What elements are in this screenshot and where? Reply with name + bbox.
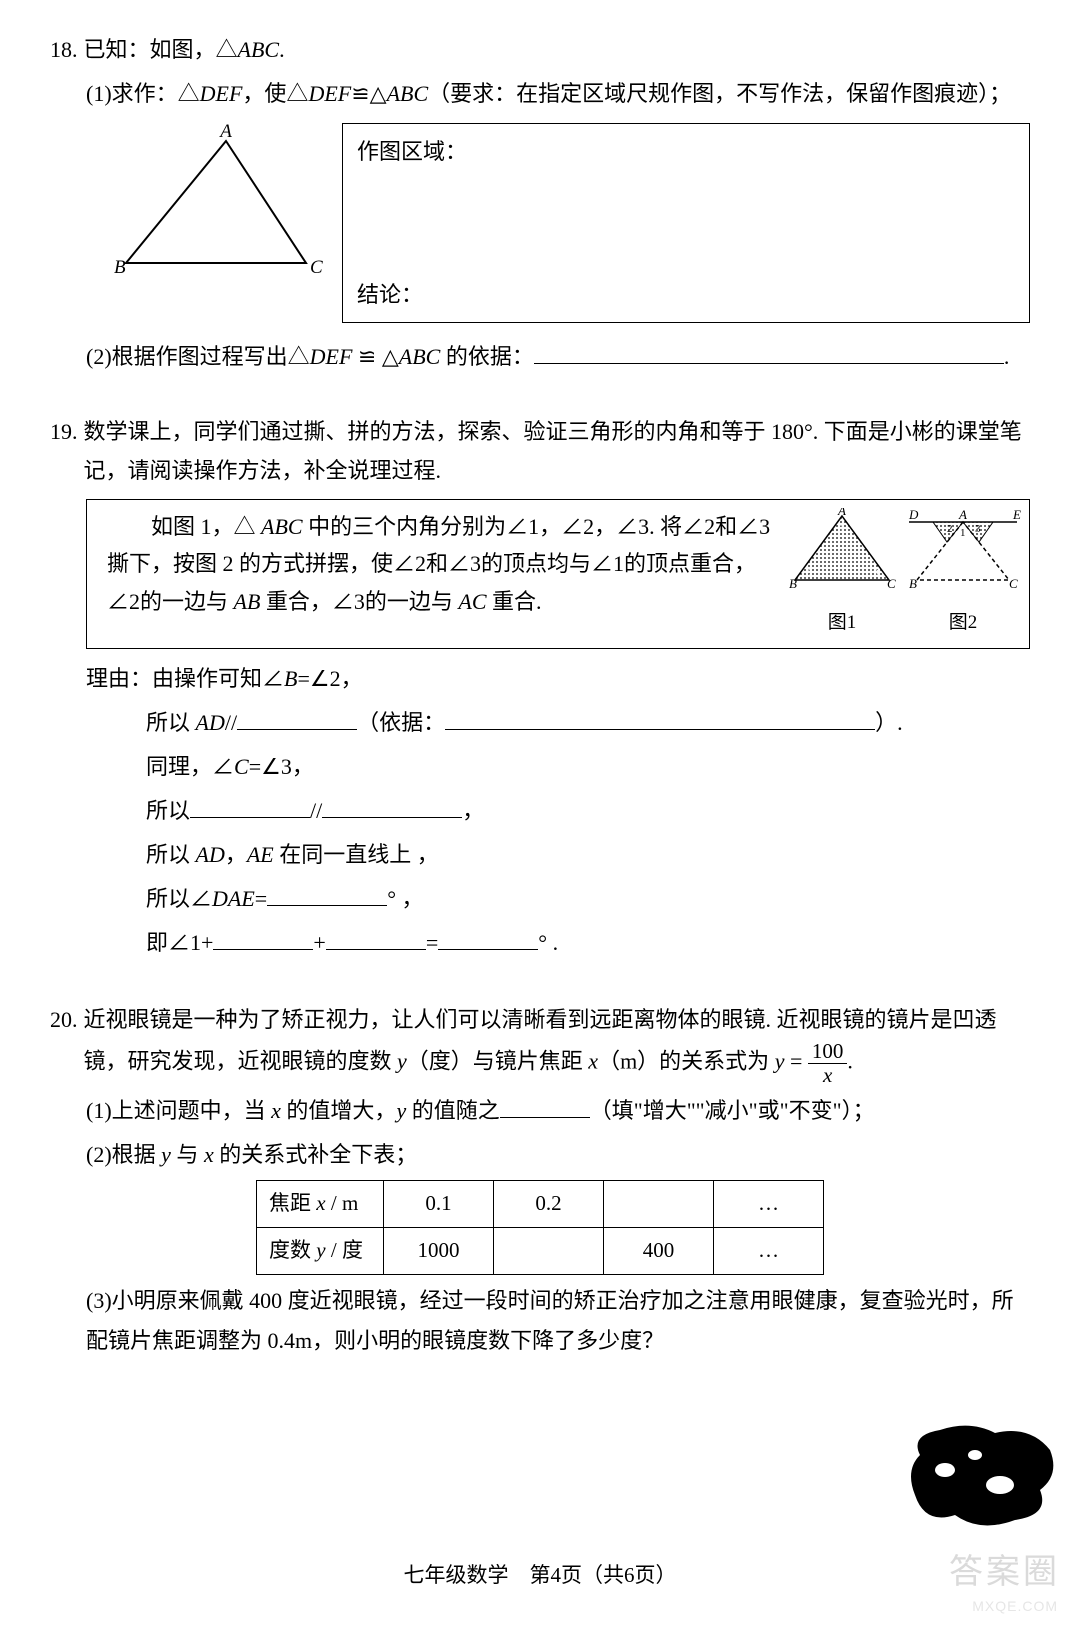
blank-l7-3[interactable] — [438, 949, 538, 950]
td-v1: 1000 — [383, 1228, 493, 1275]
svg-text:A: A — [958, 508, 967, 522]
reason-line-7: 即∠1++=° . — [86, 921, 1030, 965]
reason-line-6: 所以∠DAE=° ， — [86, 877, 1030, 921]
inkblot-decoration — [900, 1415, 1060, 1535]
svg-text:1: 1 — [960, 527, 966, 539]
svg-text:2: 2 — [807, 566, 813, 580]
problem-number: 20. — [50, 1000, 78, 1040]
th-v3[interactable] — [603, 1181, 713, 1228]
th-v1: 0.1 — [383, 1181, 493, 1228]
th-focal: 焦距 x / m — [257, 1181, 384, 1228]
figure-1-label: 图1 — [787, 606, 897, 640]
svg-text:2: 2 — [947, 523, 953, 535]
problem-20-intro: 近视眼镜是一种为了矫正视力，让人们可以清晰看到远距离物体的眼镜. 近视眼镜的镜片… — [84, 1000, 1031, 1087]
vertex-C: C — [310, 257, 323, 278]
problem-20-part3: (3)小明原来佩戴 400 度近视眼镜，经过一段时间的矫正治疗加之注意用眼健康，… — [50, 1281, 1030, 1360]
problem-19-header: 19. 数学课上，同学们通过撕、拼的方法，探索、验证三角形的内角和等于 180°… — [50, 412, 1030, 491]
svg-text:D: D — [908, 508, 919, 522]
blank-l4-2[interactable] — [322, 817, 462, 818]
triangle-abc-figure: A B C — [106, 123, 326, 283]
figure-1: A B C 1 2 3 — [787, 508, 897, 594]
reason-line-4: 所以//， — [86, 789, 1030, 833]
vertex-A: A — [218, 123, 232, 142]
td-degree: 度数 y / 度 — [257, 1228, 384, 1275]
blank-l7-2[interactable] — [326, 949, 426, 950]
reason-line-5: 所以 AD，AE 在同一直线上 ， — [86, 833, 1030, 877]
page-footer: 七年级数学 第4页（共6页） — [0, 1557, 1080, 1595]
th-v4: … — [713, 1181, 823, 1228]
blank-l2-1[interactable] — [237, 729, 357, 730]
figure-2-wrap: D A E B C 2 1 3 图2 — [903, 508, 1023, 640]
construction-box: 作图区域： 结论： — [342, 123, 1030, 323]
figure-2: D A E B C 2 1 3 — [903, 508, 1023, 594]
proof-figures: A B C 1 2 3 图1 D A E — [787, 508, 1023, 640]
proof-box: 如图 1，△ ABC 中的三个内角分别为∠1，∠2，∠3. 将∠2和∠3 撕下，… — [86, 499, 1030, 649]
proof-box-text: 如图 1，△ ABC 中的三个内角分别为∠1，∠2，∠3. 将∠2和∠3 撕下，… — [107, 508, 779, 640]
blank-basis[interactable] — [534, 363, 1004, 364]
problem-20-part2: (2)根据 y 与 x 的关系式补全下表； — [50, 1135, 1030, 1175]
blank-l7-1[interactable] — [213, 949, 313, 950]
construction-area-label: 作图区域： — [357, 132, 1015, 172]
td-v2[interactable] — [493, 1228, 603, 1275]
svg-text:3: 3 — [873, 566, 879, 580]
reason-line-3: 同理，∠C=∠3， — [86, 745, 1030, 789]
problem-number: 19. — [50, 412, 78, 452]
svg-text:C: C — [887, 576, 896, 591]
fraction-100-x: 100x — [808, 1040, 848, 1087]
svg-text:3: 3 — [975, 523, 981, 535]
table-row-degree: 度数 y / 度 1000 400 … — [257, 1228, 824, 1275]
construction-row: A B C 作图区域： 结论： — [50, 123, 1030, 323]
td-v3: 400 — [603, 1228, 713, 1275]
svg-text:E: E — [1012, 508, 1021, 522]
problem-18-header: 18. 已知：如图，△ABC. — [50, 30, 1030, 70]
svg-text:C: C — [1009, 576, 1018, 591]
watermark-url: MXQE.COM — [972, 1594, 1058, 1619]
problem-20-header: 20. 近视眼镜是一种为了矫正视力，让人们可以清晰看到远距离物体的眼镜. 近视眼… — [50, 1000, 1030, 1087]
figure-2-label: 图2 — [903, 606, 1023, 640]
problem-20: 20. 近视眼镜是一种为了矫正视力，让人们可以清晰看到远距离物体的眼镜. 近视眼… — [50, 1000, 1030, 1360]
problem-20-table: 焦距 x / m 0.1 0.2 … 度数 y / 度 1000 400 … — [256, 1180, 824, 1275]
problem-18: 18. 已知：如图，△ABC. (1)求作：△DEF，使△DEF≌△ABC（要求… — [50, 30, 1030, 377]
reason-line-1: 理由：由操作可知∠B=∠2， — [86, 657, 1030, 701]
problem-number: 18. — [50, 30, 78, 70]
blank-p20-1[interactable] — [500, 1117, 590, 1118]
problem-20-part1: (1)上述问题中，当 x 的值增大，y 的值随之（填"增大""减小"或"不变"）… — [50, 1091, 1030, 1131]
svg-text:B: B — [789, 576, 797, 591]
problem-19-intro: 数学课上，同学们通过撕、拼的方法，探索、验证三角形的内角和等于 180°. 下面… — [84, 412, 1031, 491]
blank-l2-2[interactable] — [445, 729, 875, 730]
reason-line-2: 所以 AD//（依据：）. — [86, 701, 1030, 745]
reasoning-block: 理由：由操作可知∠B=∠2， 所以 AD//（依据：）. 同理，∠C=∠3， 所… — [50, 657, 1030, 965]
svg-text:1: 1 — [839, 521, 845, 535]
blank-l6[interactable] — [267, 905, 387, 906]
table-row-header: 焦距 x / m 0.1 0.2 … — [257, 1181, 824, 1228]
problem-18-part1: (1)求作：△DEF，使△DEF≌△ABC（要求：在指定区域尺规作图，不写作法，… — [50, 74, 1030, 114]
svg-text:A: A — [837, 508, 846, 518]
problem-18-intro: 已知：如图，△ABC. — [84, 30, 285, 70]
td-v4: … — [713, 1228, 823, 1275]
figure-1-wrap: A B C 1 2 3 图1 — [787, 508, 897, 640]
th-v2: 0.2 — [493, 1181, 603, 1228]
problem-18-part2: (2)根据作图过程写出△DEF ≌ △ABC 的依据：. — [50, 337, 1030, 377]
problem-19: 19. 数学课上，同学们通过撕、拼的方法，探索、验证三角形的内角和等于 180°… — [50, 412, 1030, 966]
blank-l4-1[interactable] — [190, 817, 310, 818]
vertex-B: B — [114, 257, 126, 278]
svg-text:B: B — [909, 576, 917, 591]
conclusion-label: 结论： — [357, 275, 423, 315]
